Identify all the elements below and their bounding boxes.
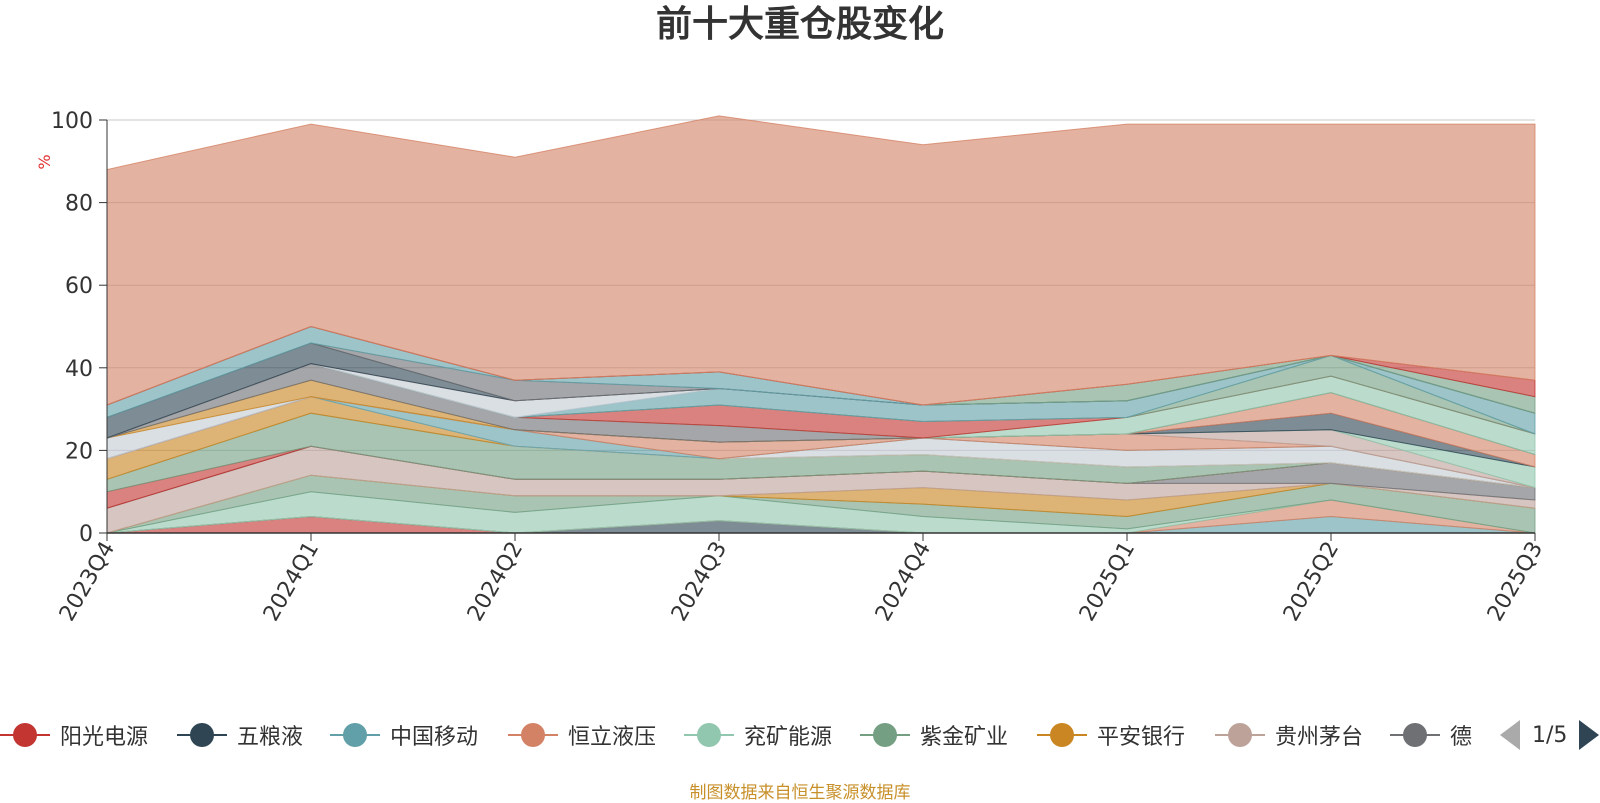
legend-label: 五粮液 — [237, 725, 304, 750]
x-tick-label: 2025Q2 — [1279, 538, 1344, 626]
legend-swatch-icon — [1390, 723, 1440, 747]
legend-swatch-icon — [1215, 723, 1265, 747]
y-tick-label: 80 — [65, 192, 93, 217]
legend-item[interactable]: 平安银行 — [1037, 715, 1185, 755]
legend-label: 兖矿能源 — [744, 725, 833, 750]
legend-item[interactable]: 兖矿能源 — [684, 715, 832, 755]
legend-label: 贵州茅台 — [1275, 725, 1364, 750]
legend-swatch-icon — [508, 723, 558, 747]
legend-swatch-icon — [860, 723, 910, 747]
legend-item[interactable]: 五粮液 — [177, 715, 303, 755]
source-note: 制图数据来自恒生聚源数据库 — [689, 783, 911, 803]
legend-item[interactable]: 中国移动 — [330, 715, 478, 755]
y-tick-label: 0 — [79, 522, 93, 547]
x-tick-label: 2024Q1 — [259, 538, 324, 626]
x-tick-label: 2024Q3 — [667, 538, 732, 626]
x-tick-label: 2024Q4 — [871, 538, 936, 626]
x-tick-label: 2025Q1 — [1075, 538, 1140, 626]
legend-swatch-icon — [0, 723, 50, 747]
legend-label: 恒立液压 — [568, 725, 657, 750]
x-tick-label: 2023Q4 — [55, 538, 120, 626]
legend-label: 紫金矿业 — [920, 725, 1009, 750]
legend-label: 平安银行 — [1097, 725, 1186, 750]
axes — [106, 120, 1535, 534]
y-tick-label: 40 — [65, 357, 93, 382]
legend-pager: 1/5 — [1500, 718, 1600, 752]
area-series-group — [106, 115, 1536, 534]
y-tick-label: 20 — [65, 439, 93, 464]
legend-item[interactable]: 贵州茅台 — [1215, 715, 1363, 755]
triangle-right-icon[interactable] — [1579, 720, 1600, 750]
y-tick-label: 100 — [51, 109, 93, 134]
chart-title: 前十大重仓股变化 — [655, 4, 944, 45]
y-ticks: 0 20 40 60 80 100 — [51, 109, 107, 547]
legend-label: 德 — [1450, 725, 1473, 750]
triangle-left-icon[interactable] — [1500, 720, 1520, 750]
legend-item[interactable]: 恒立液压 — [508, 715, 656, 755]
area-remainder[interactable] — [106, 115, 1536, 406]
legend-page-indicator: 1/5 — [1532, 722, 1568, 748]
x-tick-label: 2024Q2 — [463, 538, 528, 626]
legend: 阳光电源 五粮液 中国移动 恒立液压 兖矿能源 紫金矿业 平安银行 贵州茅台 德 — [0, 715, 1485, 755]
legend-swatch-icon — [330, 723, 380, 747]
legend-item[interactable]: 阳光电源 — [0, 715, 148, 755]
legend-swatch-icon — [177, 723, 227, 747]
legend-item[interactable]: 紫金矿业 — [860, 715, 1008, 755]
y-axis-unit: % — [35, 154, 54, 169]
x-ticks: 2023Q4 2024Q1 2024Q2 2024Q3 2024Q4 2025Q1 2025… — [55, 533, 1548, 626]
legend-item[interactable]: 德 — [1390, 715, 1472, 755]
legend-swatch-icon — [1037, 723, 1087, 747]
legend-label: 中国移动 — [390, 725, 479, 750]
x-tick-label: 2025Q3 — [1483, 538, 1548, 626]
legend-label: 阳光电源 — [60, 725, 149, 750]
y-tick-label: 60 — [65, 274, 93, 299]
legend-swatch-icon — [684, 723, 734, 747]
